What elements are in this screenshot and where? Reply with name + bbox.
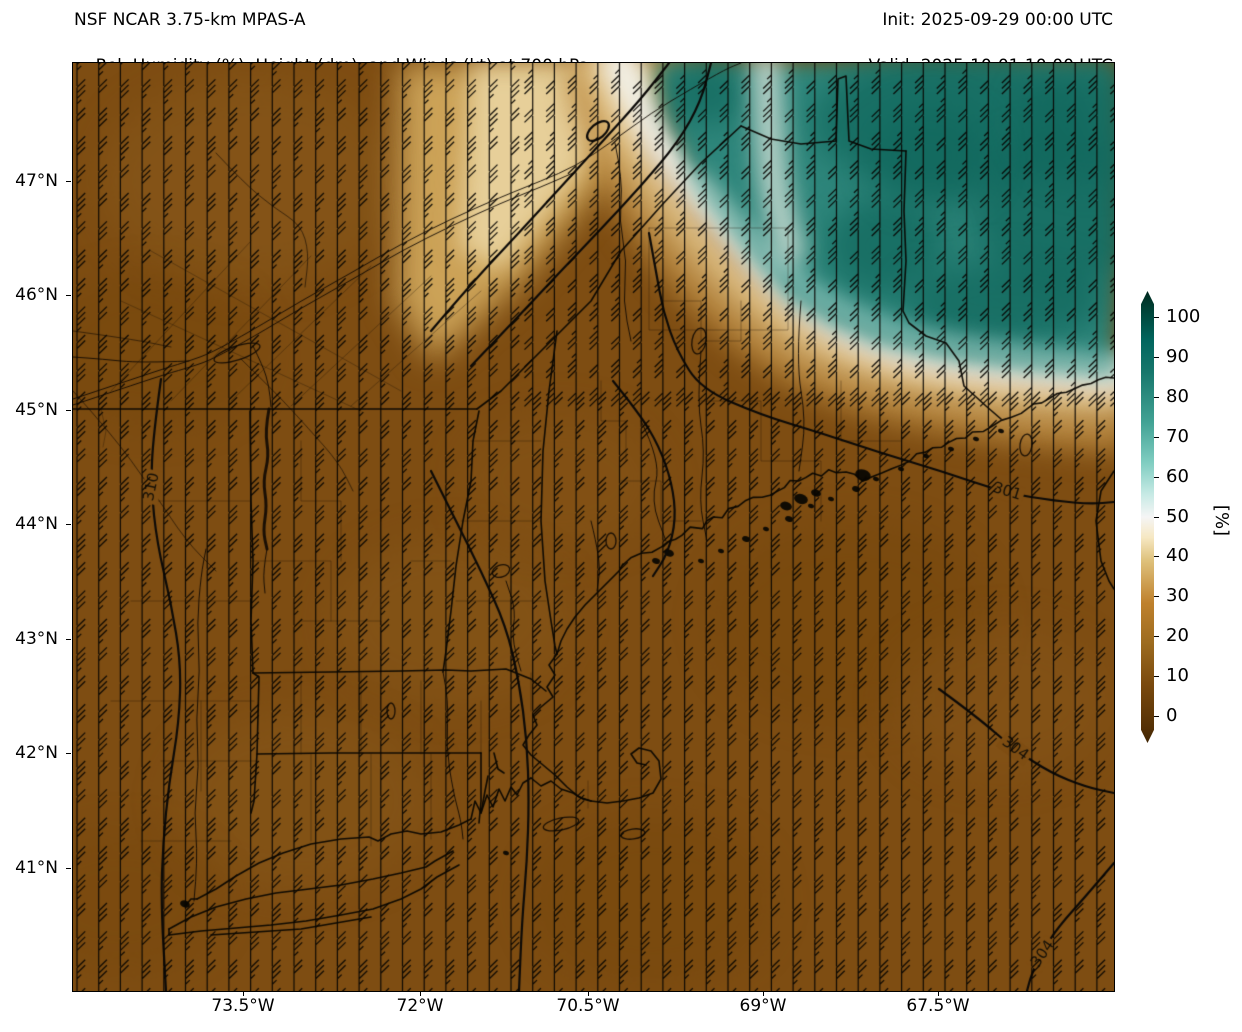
x-axis-tick: [938, 991, 939, 996]
colorbar-tick-label: 100: [1166, 306, 1201, 327]
x-axis-tick: [763, 991, 764, 996]
y-axis-tick: [66, 524, 71, 525]
y-axis-tick-label: 47°N: [15, 171, 58, 191]
x-axis-tick-label: 72°W: [396, 996, 444, 1016]
x-axis-tick: [420, 991, 421, 996]
colorbar-tick: [1154, 436, 1159, 438]
colorbar-tick: [1154, 356, 1159, 358]
y-axis-tick: [66, 753, 71, 754]
colorbar-tick: [1154, 317, 1159, 318]
colorbar-tick: [1154, 396, 1159, 398]
colorbar-tick-label: 50: [1166, 505, 1189, 527]
x-axis-tick-label: 70.5°W: [556, 996, 620, 1016]
y-axis-tick: [66, 639, 71, 640]
y-axis-tick-label: 42°N: [15, 743, 58, 763]
model-title: NSF NCAR 3.75-km MPAS-A: [74, 10, 306, 30]
colorbar-tick-label: 10: [1166, 665, 1189, 687]
colorbar-tick-label: 90: [1166, 345, 1189, 367]
x-axis-tick-label: 69°W: [739, 996, 787, 1016]
y-axis-tick-label: 45°N: [15, 400, 58, 420]
y-axis-tick: [66, 295, 71, 296]
colorbar-tick: [1154, 596, 1159, 598]
map-plot-area: [72, 62, 1115, 992]
colorbar-tick: [1154, 516, 1159, 518]
colorbar-tick-label: 60: [1166, 465, 1189, 487]
x-axis-tick-label: 67.5°W: [906, 996, 970, 1016]
colorbar-tick: [1154, 636, 1159, 638]
colorbar-tick: [1154, 476, 1159, 478]
y-axis-tick: [66, 410, 71, 411]
colorbar-tick-label: 20: [1166, 625, 1189, 647]
y-axis-tick-label: 44°N: [15, 514, 58, 534]
y-axis-tick-label: 43°N: [15, 629, 58, 649]
y-axis-tick: [66, 181, 71, 182]
colorbar-tick: [1154, 676, 1159, 678]
colorbar: [1141, 291, 1154, 743]
colorbar-tick-label: 0: [1166, 705, 1178, 726]
colorbar-tick-label: 30: [1166, 585, 1189, 607]
init-time: Init: 2025-09-29 00:00 UTC: [882, 10, 1113, 30]
y-axis-tick-label: 46°N: [15, 285, 58, 305]
colorbar-tick-label: 80: [1166, 385, 1189, 407]
colorbar-tick-label: 40: [1166, 545, 1189, 567]
x-axis-tick: [243, 991, 244, 996]
colorbar-tick-label: 70: [1166, 425, 1189, 447]
x-axis-tick-label: 73.5°W: [211, 996, 275, 1016]
colorbar-tick: [1154, 556, 1159, 558]
x-axis-tick: [588, 991, 589, 996]
y-axis-tick-label: 41°N: [15, 858, 58, 878]
colorbar-unit-label: [%]: [1211, 504, 1233, 537]
map-canvas: [73, 63, 1114, 991]
y-axis-tick: [66, 868, 71, 869]
colorbar-tick: [1154, 716, 1159, 717]
